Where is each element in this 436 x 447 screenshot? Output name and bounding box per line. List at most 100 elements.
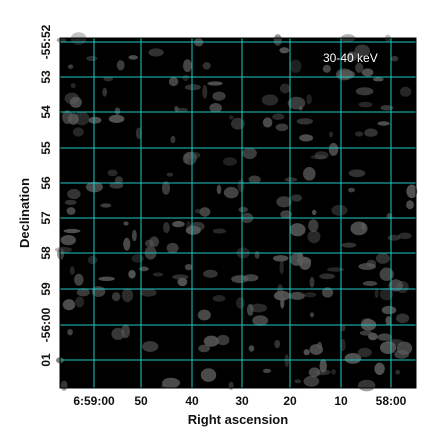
emission-blob	[312, 209, 317, 215]
emission-blob	[273, 34, 282, 46]
emission-blob	[184, 263, 193, 271]
emission-blob	[294, 379, 302, 384]
emission-blob	[131, 254, 144, 263]
emission-blob	[242, 147, 257, 160]
emission-blob	[355, 62, 364, 73]
emission-blob	[398, 232, 412, 240]
emission-blob	[64, 199, 77, 206]
emission-blob	[88, 116, 102, 124]
emission-blob	[248, 175, 261, 184]
x-tick-label: 40	[185, 394, 199, 408]
emission-blob	[242, 274, 259, 282]
emission-blob	[177, 277, 188, 287]
map-frame	[59, 37, 417, 389]
emission-blob	[275, 123, 289, 132]
emission-blob	[74, 273, 84, 286]
emission-blob	[381, 305, 397, 315]
emission-blob	[228, 381, 234, 390]
emission-blob	[223, 186, 239, 199]
emission-blob	[222, 157, 237, 166]
emission-blob	[358, 263, 377, 270]
emission-blob	[116, 60, 125, 71]
emission-blob	[279, 83, 291, 94]
y-tick-label: 59	[39, 282, 53, 296]
emission-blob	[252, 315, 269, 326]
emission-blob	[148, 48, 164, 57]
emission-blob	[200, 368, 217, 382]
emission-blob	[261, 94, 279, 106]
emission-blob	[296, 118, 313, 125]
emission-blob	[198, 344, 211, 353]
emission-blob	[149, 236, 160, 248]
emission-blob	[289, 223, 306, 237]
emission-blob	[374, 288, 379, 299]
emission-blob	[362, 281, 378, 286]
emission-blob	[254, 251, 260, 259]
emission-blob	[247, 303, 254, 316]
emission-blob	[67, 113, 79, 125]
emission-blob	[212, 91, 226, 101]
y-axis-label: Declination	[17, 178, 32, 248]
emission-blob	[128, 55, 138, 60]
emission-blob	[182, 74, 189, 82]
emission-blob	[212, 228, 226, 234]
emission-blob	[277, 284, 284, 297]
emission-blob	[380, 341, 397, 354]
emission-blob	[228, 115, 234, 120]
x-tick-label: 10	[334, 394, 348, 408]
emission-blob	[299, 134, 314, 142]
emission-blob	[280, 210, 292, 219]
emission-layer	[54, 32, 418, 392]
emission-blob	[216, 334, 230, 346]
emission-blob	[273, 290, 291, 301]
emission-blob	[249, 303, 267, 313]
emission-blob	[344, 353, 362, 364]
coordinate-grid	[60, 38, 416, 388]
emission-blob	[379, 288, 394, 301]
emission-blob	[319, 359, 327, 373]
emission-blob	[170, 135, 176, 144]
emission-blob	[202, 62, 211, 70]
emission-blob	[391, 55, 399, 62]
emission-blob	[406, 200, 414, 210]
emission-blob	[132, 229, 137, 242]
emission-blob	[379, 267, 394, 281]
emission-blob	[328, 131, 334, 138]
emission-blob	[114, 176, 123, 184]
emission-blob	[235, 297, 245, 309]
emission-blob	[348, 187, 355, 193]
emission-blob	[322, 64, 331, 73]
x-tick-label: 58:00	[376, 394, 407, 408]
emission-blob	[374, 362, 385, 375]
emission-blob	[331, 204, 348, 216]
emission-blob	[66, 207, 76, 215]
emission-blob	[357, 347, 372, 358]
emission-blob	[69, 266, 75, 275]
emission-blob	[76, 288, 90, 297]
emission-blob	[63, 228, 81, 234]
emission-blob	[203, 335, 219, 347]
emission-blob	[166, 242, 179, 254]
emission-blob	[100, 203, 112, 208]
y-tick-label: 53	[39, 70, 53, 84]
emission-blob	[123, 237, 131, 251]
emission-blob	[272, 113, 285, 120]
emission-blob	[303, 167, 316, 181]
emission-blob	[314, 151, 329, 160]
emission-blob	[138, 266, 149, 272]
emission-blob	[183, 59, 192, 73]
y-tick-label: -55:52	[39, 24, 53, 59]
emission-blob	[279, 47, 290, 54]
emission-blob	[194, 208, 201, 214]
emission-blob	[354, 44, 371, 58]
emission-blob	[377, 333, 392, 341]
emission-blob	[238, 206, 248, 213]
emission-blob	[182, 153, 190, 164]
y-tick-label: 56	[39, 176, 53, 190]
emission-blob	[184, 84, 201, 91]
emission-blob	[298, 106, 303, 111]
emission-blob	[75, 296, 85, 308]
emission-blob	[162, 377, 180, 389]
emission-blob	[291, 194, 302, 202]
